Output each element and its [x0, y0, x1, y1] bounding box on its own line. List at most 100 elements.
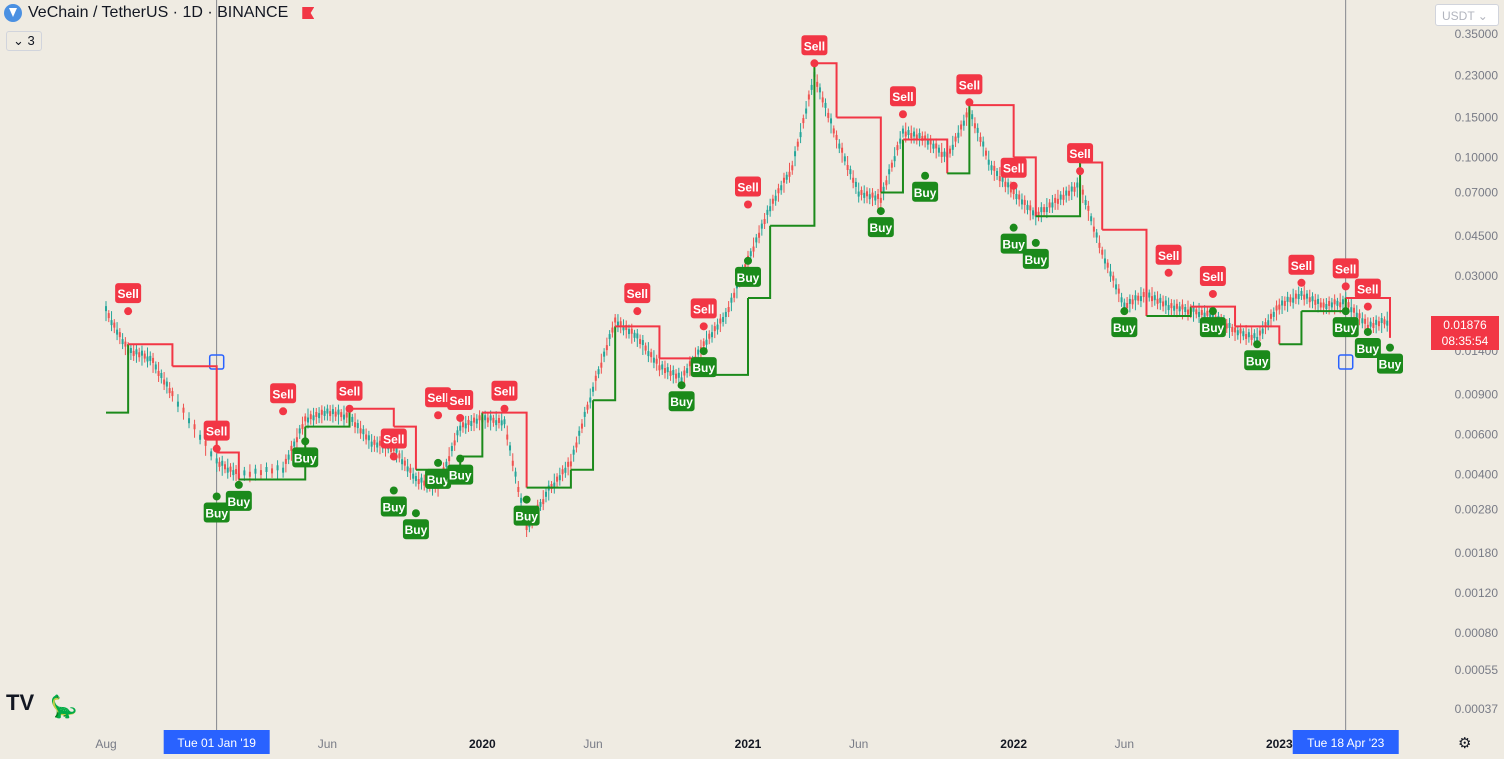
- buy-signal-box: [867, 217, 894, 238]
- candle-body: [893, 156, 896, 162]
- candle-body: [1173, 305, 1176, 311]
- stop-line-segment: [748, 225, 772, 299]
- candle-body: [342, 414, 345, 420]
- dinosaur-icon[interactable]: 🦕: [50, 694, 78, 719]
- candle-body: [830, 118, 833, 124]
- currency-select[interactable]: USDT ⌄: [1435, 4, 1499, 26]
- buy-signal-label: Buy: [737, 271, 760, 285]
- buy-signal-label: Buy: [1113, 321, 1136, 335]
- sell-signal-label: Sell: [117, 287, 138, 301]
- candle-body: [1289, 297, 1292, 303]
- candle-body: [1032, 210, 1035, 216]
- sell-signal-label: Sell: [1357, 283, 1378, 297]
- candle-body: [686, 368, 689, 374]
- candle-body: [724, 311, 727, 317]
- candle-body: [226, 467, 229, 473]
- candle-body: [960, 124, 963, 130]
- candle-body: [569, 461, 572, 467]
- candle-body: [157, 370, 160, 376]
- buy-signal-dot: [434, 458, 443, 467]
- candle-body: [616, 321, 619, 327]
- sell-signal-label: Sell: [693, 302, 714, 316]
- candle-body: [807, 94, 810, 100]
- candle-body: [1026, 204, 1029, 210]
- time-axis[interactable]: Aug Jun 2020 Jun 2021 Jun 2022 Jun 2023 Tue 01 Ja…: [0, 730, 1430, 754]
- buy-signal-box: [1199, 317, 1226, 338]
- candle-body: [1225, 323, 1228, 329]
- indicators-toggle[interactable]: ⌄ 3: [6, 31, 42, 51]
- candle-body: [835, 134, 838, 140]
- sell-signal-label: Sell: [1158, 249, 1179, 263]
- candle-body: [362, 429, 365, 435]
- candle-body: [248, 471, 251, 477]
- candle-body: [1040, 207, 1043, 213]
- candle-body: [318, 413, 321, 419]
- candle-body: [1339, 302, 1342, 308]
- candle-body: [282, 467, 285, 473]
- time-axis-svg: Aug Jun 2020 Jun 2021 Jun 2022 Jun 2023 Tue 01 Ja…: [95, 730, 1399, 754]
- buy-signal-box: [1111, 317, 1138, 338]
- candle-body: [107, 313, 110, 319]
- candle-body: [1292, 297, 1295, 303]
- candle-body: [1358, 313, 1361, 319]
- candle-body: [1175, 303, 1178, 309]
- sell-signal-box: [735, 176, 761, 197]
- candle-body: [210, 451, 213, 457]
- candle-body: [406, 466, 409, 472]
- chart-area[interactable]: Sell Sell Buy Buy Sell Buy Sell Sell Buy Buy Sell S…: [0, 0, 1430, 730]
- candle-body: [1330, 302, 1333, 308]
- buy-signal-box: [1332, 317, 1359, 338]
- candle-body: [1231, 326, 1234, 332]
- candle-body: [863, 192, 866, 198]
- stop-line-segment: [570, 400, 595, 471]
- symbol-title[interactable]: VeChain / TetherUS · 1D · BINANCE: [28, 4, 289, 21]
- buy-signal-box: [1244, 350, 1271, 371]
- candle-body: [1081, 189, 1084, 195]
- stop-line-segment: [216, 451, 240, 480]
- candle-body: [309, 414, 312, 420]
- candle-body: [417, 479, 420, 485]
- candle-body: [874, 195, 877, 201]
- candle-body: [954, 136, 957, 142]
- flag-icon[interactable]: [302, 7, 315, 19]
- sell-signal-label: Sell: [1069, 147, 1090, 161]
- sell-signal-box: [270, 383, 297, 404]
- candle-body: [113, 322, 116, 328]
- candle-body: [423, 480, 426, 486]
- sell-signal-label: Sell: [450, 394, 471, 408]
- candle-body: [1043, 207, 1046, 213]
- candle-body: [702, 341, 705, 347]
- candle-body: [661, 364, 664, 370]
- candle-body: [932, 143, 935, 149]
- candle-body: [965, 112, 968, 118]
- candle-body: [888, 169, 891, 175]
- price-axis[interactable]: 0.35000 0.23000 0.15000 0.10000 0.07000 0.045…: [1430, 0, 1504, 730]
- candle-body: [711, 332, 714, 338]
- time-tick-label: Aug: [95, 737, 116, 751]
- candle-body: [1137, 295, 1140, 301]
- tradingview-logo-icon[interactable]: TV: [6, 690, 35, 715]
- candle-body: [647, 351, 650, 357]
- candle-body: [506, 434, 509, 440]
- candle-body: [752, 246, 755, 252]
- buy-signal-box: [1354, 337, 1381, 358]
- candle-body: [188, 418, 191, 424]
- candle-body: [293, 441, 296, 447]
- candle-body: [979, 136, 982, 142]
- candle-body: [987, 159, 990, 165]
- candle-body: [1325, 304, 1328, 310]
- candle-body: [915, 134, 918, 140]
- candle-body: [326, 408, 329, 414]
- price-tick-label: 0.04500: [1455, 229, 1499, 243]
- settings-gear-icon[interactable]: ⚙: [1458, 735, 1472, 752]
- candle-body: [996, 170, 999, 176]
- candle-body: [882, 186, 885, 192]
- candle-body: [448, 456, 451, 462]
- candle-body: [832, 128, 835, 134]
- sell-signal-dot: [434, 411, 443, 420]
- buy-signal-box: [513, 505, 540, 526]
- candle-body: [1070, 186, 1073, 192]
- candle-body: [365, 434, 368, 440]
- candle-body: [841, 147, 844, 153]
